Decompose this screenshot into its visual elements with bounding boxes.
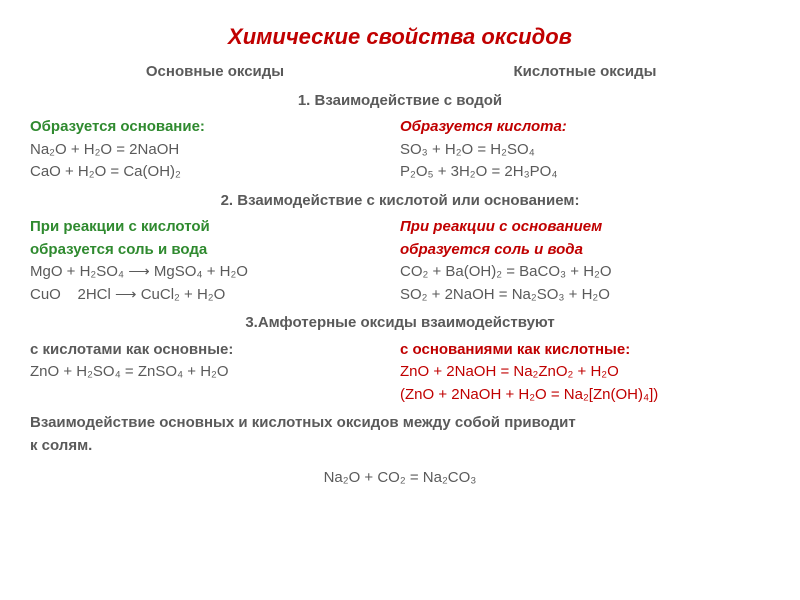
s3-right-title: с основаниями как кислотные: xyxy=(400,339,770,362)
section-2-titles-1: При реакции с кислотой При реакции с осн… xyxy=(30,216,770,239)
section-2-head: 2. Взаимодействие с кислотой или основан… xyxy=(30,190,770,213)
header-basic-oxides: Основные оксиды xyxy=(30,61,400,84)
header-acidic-oxides: Кислотные оксиды xyxy=(400,61,770,84)
s1-left-eq2: CaO + H₂O = Ca(OH)₂ xyxy=(30,161,400,184)
s3-left-title: с кислотами как основные: xyxy=(30,339,400,362)
s4-line1: Взаимодействие основных и кислотных окси… xyxy=(30,412,770,435)
s1-right-title: Образуется кислота: xyxy=(400,116,770,139)
s2-left-title2: образуется соль и вода xyxy=(30,239,400,262)
s1-eq-row-2: CaO + H₂O = Ca(OH)₂ P₂O₅ + 3H₂O = 2H₃PO₄ xyxy=(30,161,770,184)
s3-right-eq1: ZnO + 2NaOH = Na₂ZnO₂ + H₂O xyxy=(400,361,770,384)
section-3-head: 3.Амфотерные оксиды взаимодействуют xyxy=(30,312,770,335)
section-1-head: 1. Взаимодействие с водой xyxy=(30,90,770,113)
page-title: Химические свойства оксидов xyxy=(30,20,770,53)
s1-left-eq1: Na₂O + H₂O = 2NaOH xyxy=(30,139,400,162)
s4-eq: Na₂O + CO₂ = Na₂CO₃ xyxy=(30,467,770,490)
s2-left-eq2: CuO 2HCl ⟶ CuCl₂ + H₂O xyxy=(30,284,400,307)
s2-eq-row-1: MgO + H₂SO₄ ⟶ MgSO₄ + H₂O CO₂ + Ba(OH)₂ … xyxy=(30,261,770,284)
s1-right-eq1: SO₃ + H₂O = H₂SO₄ xyxy=(400,139,770,162)
s3-eq-row-2: (ZnO + 2NaOH + H₂O = Na₂[Zn(OH)₄]) xyxy=(30,384,770,407)
s2-right-eq1: CO₂ + Ba(OH)₂ = BaCO₃ + H₂O xyxy=(400,261,770,284)
s3-left-eq: ZnO + H₂SO₄ = ZnSO₄ + H₂O xyxy=(30,361,400,384)
s2-left-eq1: MgO + H₂SO₄ ⟶ MgSO₄ + H₂O xyxy=(30,261,400,284)
s2-right-title2: образуется соль и вода xyxy=(400,239,770,262)
s2-right-title1: При реакции с основанием xyxy=(400,216,770,239)
s2-right-eq2: SO₂ + 2NaOH = Na₂SO₃ + H₂O xyxy=(400,284,770,307)
s4-line2: к солям. xyxy=(30,435,770,458)
s1-right-eq2: P₂O₅ + 3H₂O = 2H₃PO₄ xyxy=(400,161,770,184)
s1-left-title: Образуется основание: xyxy=(30,116,400,139)
section-3-titles: с кислотами как основные: с основаниями … xyxy=(30,339,770,362)
s3-eq-row-1: ZnO + H₂SO₄ = ZnSO₄ + H₂O ZnO + 2NaOH = … xyxy=(30,361,770,384)
s3-right-eq2: (ZnO + 2NaOH + H₂O = Na₂[Zn(OH)₄]) xyxy=(400,384,770,407)
s2-eq-row-2: CuO 2HCl ⟶ CuCl₂ + H₂O SO₂ + 2NaOH = Na₂… xyxy=(30,284,770,307)
oxide-type-header: Основные оксиды Кислотные оксиды xyxy=(30,61,770,84)
section-1-titles: Образуется основание: Образуется кислота… xyxy=(30,116,770,139)
section-2-titles-2: образуется соль и вода образуется соль и… xyxy=(30,239,770,262)
s1-eq-row-1: Na₂O + H₂O = 2NaOH SO₃ + H₂O = H₂SO₄ xyxy=(30,139,770,162)
s2-left-title1: При реакции с кислотой xyxy=(30,216,400,239)
